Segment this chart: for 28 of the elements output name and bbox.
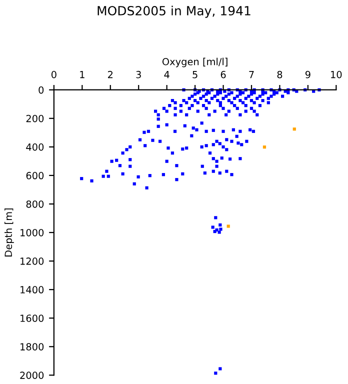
x-tick-label: 10 [331, 70, 342, 78]
x-tick-label: 7 [249, 71, 254, 78]
x-tick-label: 9 [305, 70, 310, 78]
x-tick-label: 5 [192, 71, 198, 78]
x-axis-title: Oxygen [ml/l] [162, 58, 228, 68]
y-tick-label: 0 [38, 86, 44, 94]
x-tick-label: 2 [108, 70, 113, 78]
y-tick-label: 2000 [20, 372, 44, 379]
x-tick-label: 0 [51, 70, 56, 78]
y-axis-title: Depth [m] [4, 208, 14, 256]
point [262, 146, 266, 149]
y-tick-label: 1200 [20, 258, 44, 265]
y-tick-label: 1000 [20, 228, 44, 236]
x-tick-label: 3 [136, 70, 141, 78]
y-tick-label: 800 [26, 200, 44, 208]
y-tick-label: 400 [26, 143, 44, 151]
y-tick-label: 1600 [20, 314, 44, 322]
point [226, 224, 230, 228]
y-tick-label: 600 [26, 172, 44, 180]
x-tick-label: 1 [80, 71, 84, 78]
y-tick-label: 1400 [20, 286, 44, 294]
x-tick-label: 4 [164, 71, 170, 78]
y-tick-label: 1800 [20, 343, 44, 350]
chart-title: MODS2005 in May, 1941 [98, 6, 250, 18]
x-tick-label: 6 [220, 70, 226, 78]
x-tick-label: 8 [277, 70, 282, 78]
y-tick-label: 200 [26, 114, 44, 122]
point [292, 128, 296, 131]
